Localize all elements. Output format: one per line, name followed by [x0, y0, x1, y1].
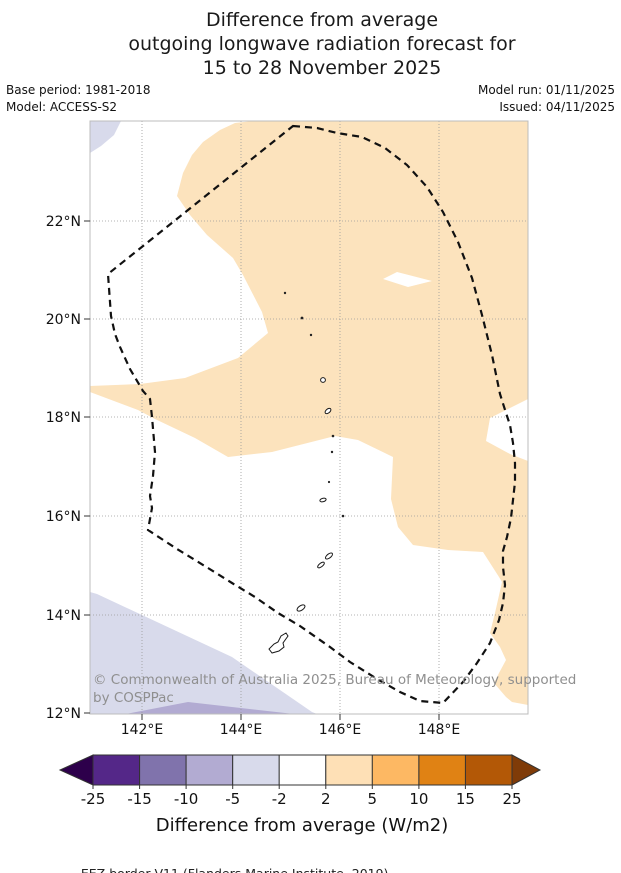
neutral-lens-hole: [383, 272, 432, 287]
island-dot: [309, 333, 313, 337]
cbtick: -5: [225, 790, 240, 808]
map-plot-area: [90, 121, 528, 714]
colorbar-tick-labels: -25 -15 -10 -5 -2 2 5 10 15 25: [81, 790, 522, 808]
eez-dash-sample: -- -- --: [21, 866, 74, 873]
island-dot: [330, 450, 334, 454]
page-title: Difference from average outgoing longwav…: [23, 8, 621, 80]
negative-anomaly-strong-southwest: [126, 702, 294, 714]
axis-ticks: [84, 220, 440, 720]
cbtick: -15: [127, 790, 152, 808]
island-dot: [331, 434, 335, 438]
ytick-22n: 22°N: [46, 214, 81, 230]
eez-border-line: [106, 124, 517, 705]
cbtick: 10: [409, 790, 428, 808]
base-period: Base period: 1981-2018: [6, 83, 151, 97]
ytick-14n: 14°N: [46, 608, 81, 624]
cbtick: 2: [321, 790, 331, 808]
colorbar-segment: [139, 754, 187, 786]
ytick-12n: 12°N: [46, 706, 81, 722]
xtick-142e: 142°E: [121, 722, 164, 738]
island-tinian: [317, 561, 325, 569]
colorbar-segment: [232, 754, 280, 786]
island-agrihan: [320, 377, 326, 383]
ytick-18n: 18°N: [46, 410, 81, 426]
title-line-1: Difference from average: [205, 9, 439, 31]
negative-anomaly-region-southwest: [90, 592, 317, 714]
negative-anomaly-blob-northwest: [90, 121, 121, 153]
cbtick: 25: [502, 790, 521, 808]
colorbar-segment: [185, 754, 234, 786]
eez-legend: -- -- -- EEZ border V11 (Flanders Marine …: [5, 851, 393, 873]
colorbar-segment: [325, 754, 373, 786]
colorbar-segment: [464, 754, 513, 786]
colorbar-segment: [418, 754, 466, 786]
island-dot: [327, 480, 331, 484]
cbtick: -25: [81, 790, 106, 808]
y-axis-labels: 22°N 20°N 18°N 16°N 14°N 12°N: [46, 214, 81, 722]
neutral-region-south: [90, 392, 528, 714]
colorbar-over-arrow: [511, 754, 542, 786]
colorbar: -25 -15 -10 -5 -2 2 5 10 15 25 Differenc…: [58, 754, 542, 836]
ytick-16n: 16°N: [46, 509, 81, 525]
copyright-line-2: by COSPPac: [93, 690, 174, 706]
islands: [268, 291, 345, 654]
island-pagan: [324, 407, 332, 415]
ytick-20n: 20°N: [46, 312, 81, 328]
colorbar-ticks: [92, 785, 513, 789]
colorbar-segment: [371, 754, 420, 786]
island-guam: [268, 632, 289, 654]
cbtick: 5: [368, 790, 378, 808]
graticule: [90, 121, 528, 714]
model-name: Model: ACCESS-S2: [6, 100, 118, 114]
island-dot: [300, 316, 304, 320]
x-axis-labels: 142°E 144°E 146°E 148°E: [121, 722, 461, 738]
island-saipan: [324, 552, 334, 560]
title-line-3: 15 to 28 November 2025: [202, 57, 442, 79]
eez-legend-text: EEZ border V11 (Flanders Marine Institut…: [81, 866, 393, 873]
metadata-left: Base period: 1981-2018 Model: ACCESS-S2: [6, 82, 151, 116]
xtick-148e: 148°E: [418, 722, 461, 738]
cbtick: 15: [456, 790, 475, 808]
colorbar-segment: [92, 754, 141, 786]
copyright-notice: © Commonwealth of Australia 2025, Bureau…: [93, 672, 576, 706]
cbtick: -10: [174, 790, 199, 808]
cbtick: -2: [272, 790, 287, 808]
model-run-date: Model run: 01/11/2025: [477, 83, 615, 97]
xtick-146e: 146°E: [319, 722, 362, 738]
copyright-line-1: © Commonwealth of Australia 2025, Bureau…: [93, 672, 576, 688]
island-anatahan: [319, 497, 327, 503]
island-rota: [296, 604, 306, 612]
xtick-144e: 144°E: [220, 722, 263, 738]
issued-date: Issued: 04/11/2025: [499, 100, 615, 114]
metadata-right: Model run: 01/11/2025 Issued: 04/11/2025: [478, 82, 615, 116]
neutral-region-northwest: [90, 121, 268, 386]
neutral-notch-east: [486, 399, 528, 461]
colorbar-under-arrow: [58, 754, 94, 786]
colorbar-segment: [278, 754, 327, 786]
island-dot: [341, 514, 345, 518]
colorbar-label: Difference from average (W/m2): [156, 815, 448, 836]
title-line-2: outgoing longwave radiation forecast for: [128, 33, 516, 55]
island-dot: [283, 291, 287, 295]
